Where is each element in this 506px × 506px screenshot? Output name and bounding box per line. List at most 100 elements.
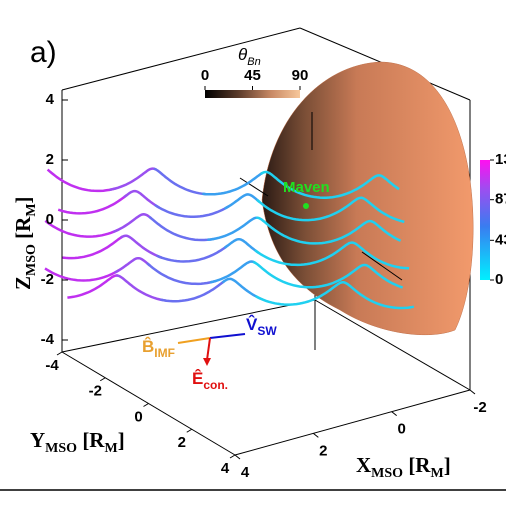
colorbar2-tick-label: 0 <box>495 271 503 288</box>
trajectory <box>223 237 260 255</box>
trajectory <box>221 277 262 300</box>
y-tick <box>186 428 193 433</box>
y-axis-label-part: [R <box>77 428 105 452</box>
trajectories <box>44 167 415 310</box>
trajectory <box>123 189 161 209</box>
trajectory <box>156 244 229 263</box>
vectors <box>177 333 246 366</box>
z-tick-label: 0 <box>46 211 54 228</box>
trajectory <box>116 274 167 302</box>
colorbar-tick-label: 45 <box>244 67 261 84</box>
trajectory <box>62 235 124 260</box>
trajectory <box>202 171 264 196</box>
trajectory <box>256 216 402 245</box>
trajectory <box>146 262 217 286</box>
colorbar-title: θBn <box>238 45 261 68</box>
colorbar-theta <box>205 90 300 98</box>
z-axis-label: ZMSO [RM] <box>11 196 39 290</box>
econ-label-sub: con. <box>203 378 228 392</box>
z-tick-label: 2 <box>46 151 54 168</box>
axis-line <box>239 177 269 197</box>
x-tick-label: 2 <box>319 442 327 459</box>
trajectory <box>254 241 410 270</box>
trajectory <box>57 194 128 215</box>
x-axis-label-sub: MSO <box>371 466 403 481</box>
colorbar-title-part: θ <box>238 45 248 64</box>
maven-label: Maven <box>283 179 330 196</box>
y-axis-label-part: Y <box>30 428 45 452</box>
bimf-label-part: B̂ <box>142 336 154 356</box>
colorbar2-tick-label: 130 <box>495 151 506 168</box>
econ-label: Êcon. <box>192 369 228 392</box>
z-axis-label-sub: MSO <box>24 244 39 276</box>
x-axis-label-sub: M <box>430 466 443 481</box>
z-axis-label-part: Z <box>11 276 35 290</box>
trajectory <box>67 274 119 299</box>
trajectory <box>223 193 261 210</box>
y-tick <box>229 454 236 459</box>
trajectory <box>112 213 153 234</box>
z-axis-label-part: ] <box>11 196 35 203</box>
trajectory <box>207 216 259 242</box>
x-tick-label: 0 <box>397 421 405 438</box>
x-tick-label: 4 <box>241 464 250 481</box>
x-tick <box>469 389 476 395</box>
x-axis-label-part: X <box>356 453 371 477</box>
vsw-label-sub: SW <box>257 324 277 338</box>
trajectory <box>44 219 119 238</box>
x-axis-label-part: ] <box>444 453 451 477</box>
y-tick-label: -2 <box>89 383 102 400</box>
y-tick-label: -4 <box>45 357 59 374</box>
trajectory <box>148 215 214 242</box>
colorbar2-tick-label: 43 <box>495 231 506 248</box>
y-axis-label-part: ] <box>118 428 125 452</box>
vsw-label: V̂SW <box>246 314 277 338</box>
colorbar-tick-label: 90 <box>292 67 309 84</box>
z-axis-label-sub: M <box>24 203 39 216</box>
x-tick <box>234 454 241 460</box>
y-axis-label-sub: MSO <box>45 441 77 456</box>
z-tick-label: 4 <box>46 91 55 108</box>
bow-shock-surface <box>261 61 474 336</box>
bimf-label: B̂IMF <box>142 336 175 360</box>
panel-label: a) <box>30 36 57 69</box>
colorbar-title-sub: Bn <box>247 56 260 68</box>
x-tick-label: -2 <box>473 399 486 416</box>
trajectory <box>113 256 151 274</box>
vsw-label-part: V̂ <box>246 314 258 334</box>
trajectory <box>256 196 405 224</box>
z-tick-label: -4 <box>41 331 55 348</box>
y-axis-label-sub: M <box>104 441 117 456</box>
trajectory <box>154 203 230 219</box>
maven-marker <box>303 203 309 209</box>
colorbar-tick-label: 0 <box>201 67 209 84</box>
trajectory <box>252 260 403 289</box>
y-tick-label: 0 <box>134 408 142 425</box>
econ-label-part: Ê <box>192 369 203 388</box>
bimf-label-sub: IMF <box>154 346 175 360</box>
colorbar-energy <box>480 160 490 280</box>
axis-line <box>361 251 403 281</box>
y-tick-label: 4 <box>221 460 230 477</box>
y-tick <box>56 351 63 356</box>
trajectory <box>209 260 256 284</box>
z-axis-label-part: [R <box>11 216 35 244</box>
trajectory <box>120 234 163 259</box>
y-tick-label: 2 <box>178 434 186 451</box>
x-axis-label: XMSO [RM] <box>356 453 451 481</box>
trajectory <box>255 281 415 310</box>
trajectory <box>109 167 157 192</box>
x-tick <box>313 432 319 438</box>
trajectory <box>160 279 226 303</box>
z-tick-label: -2 <box>41 271 54 288</box>
trajectory <box>153 167 209 196</box>
colorbar2-tick-label: 87 <box>495 191 506 208</box>
x-tick <box>391 411 397 417</box>
trajectory <box>46 168 116 193</box>
y-tick <box>99 377 106 382</box>
y-tick <box>143 403 149 407</box>
x-axis-label-part: [R <box>403 453 431 477</box>
